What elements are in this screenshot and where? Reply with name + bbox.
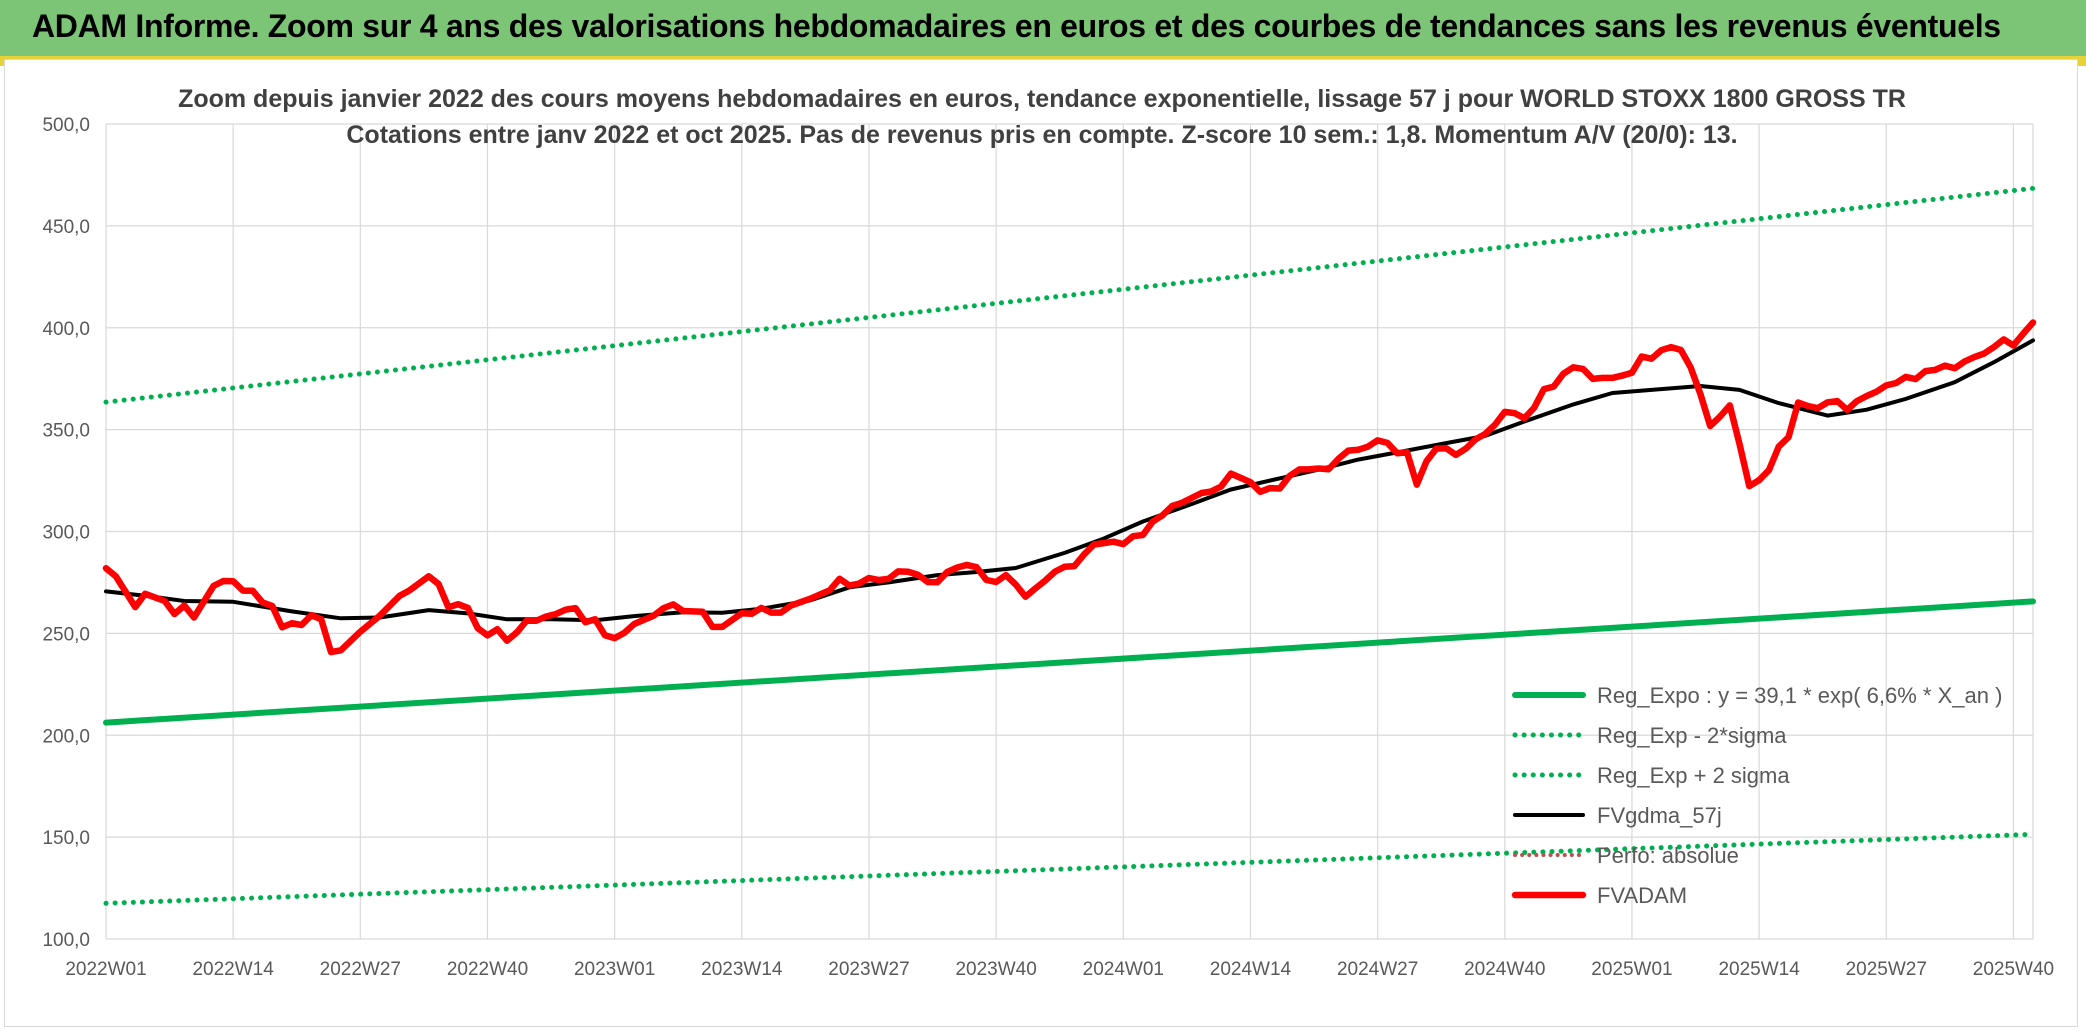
legend-label: FVADAM xyxy=(1597,883,1687,908)
x-tick-label: 2022W14 xyxy=(192,959,274,980)
x-tick-label: 2023W14 xyxy=(701,959,783,980)
legend-label: Reg_Exp + 2 sigma xyxy=(1597,763,1790,788)
chart-frame: 100,0 150,0 200,0 250,0 300,0 350,0 400,0 450,0… xyxy=(4,59,2078,1027)
x-tick-label: 2023W40 xyxy=(955,959,1036,980)
y-tick-label: 300,0 xyxy=(42,523,90,544)
x-tick-label: 2025W40 xyxy=(1973,959,2054,980)
x-tick-label: 2022W40 xyxy=(447,959,528,980)
y-tick-label: 350,0 xyxy=(42,421,90,442)
x-tick-label: 2024W27 xyxy=(1337,959,1418,980)
x-tick-label: 2023W27 xyxy=(828,959,909,980)
legend-label: FVgdma_57j xyxy=(1597,803,1722,828)
x-tick-label: 2023W01 xyxy=(574,959,655,980)
x-tick-label: 2025W14 xyxy=(1718,959,1800,980)
series-line-0 xyxy=(103,598,2036,726)
x-tick-label: 2025W27 xyxy=(1846,959,1927,980)
legend-label: Reg_Expo : y = 39,1 * exp( 6,6% * X_an ) xyxy=(1597,683,2002,708)
y-tick-label: 200,0 xyxy=(42,726,90,747)
x-tick-label: 2024W14 xyxy=(1210,959,1292,980)
x-tick-label: 2025W01 xyxy=(1591,959,1672,980)
line-chart: 100,0 150,0 200,0 250,0 300,0 350,0 400,0 450,0… xyxy=(42,85,2054,980)
series-line-2 xyxy=(103,185,2036,405)
series-line-1 xyxy=(103,831,2036,906)
x-tick-label: 2022W27 xyxy=(320,959,401,980)
report-banner: ADAM Informe. Zoom sur 4 ans des valoris… xyxy=(0,0,2086,59)
y-tick-label: 400,0 xyxy=(42,319,90,340)
series-line-5 xyxy=(102,319,2037,656)
axis-layer: 100,0 150,0 200,0 250,0 300,0 350,0 400,0 450,0… xyxy=(42,115,2054,980)
chart-legend: Reg_Expo : y = 39,1 * exp( 6,6% * X_an )… xyxy=(1511,683,2002,908)
series-layer xyxy=(102,185,2037,906)
y-tick-label: 450,0 xyxy=(42,217,90,238)
chart-subtitle: Cotations entre janv 2022 et oct 2025. P… xyxy=(346,121,1737,149)
grid-layer xyxy=(105,123,2034,940)
legend-label: Perfo: absolue xyxy=(1597,843,1739,868)
x-tick-label: 2022W01 xyxy=(65,959,146,980)
legend-label: Reg_Exp - 2*sigma xyxy=(1597,723,1787,748)
y-tick-label: 150,0 xyxy=(42,828,90,849)
series-line-3 xyxy=(104,338,2035,623)
y-tick-label: 250,0 xyxy=(42,624,90,645)
report-title: ADAM Informe. Zoom sur 4 ans des valoris… xyxy=(32,8,2001,44)
x-tick-label: 2024W01 xyxy=(1083,959,1164,980)
y-tick-label: 500,0 xyxy=(42,115,90,136)
corner-marker-right xyxy=(2076,56,2086,66)
chart-title: Zoom depuis janvier 2022 des cours moyen… xyxy=(178,85,1906,113)
x-tick-label: 2024W40 xyxy=(1464,959,1545,980)
y-tick-label: 100,0 xyxy=(42,930,90,951)
